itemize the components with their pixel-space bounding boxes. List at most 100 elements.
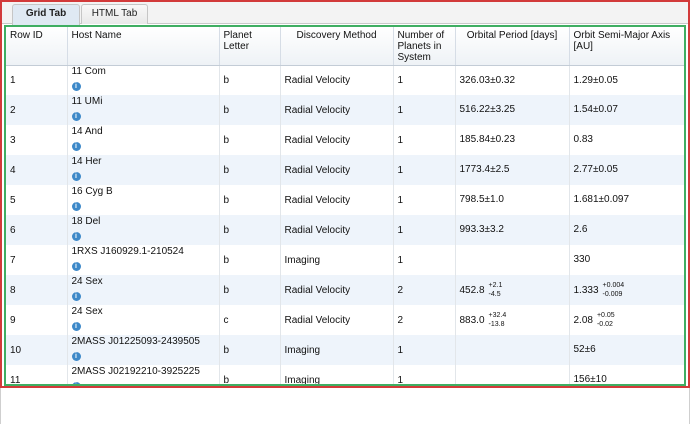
host-name-text[interactable]: 18 Del: [71, 216, 101, 227]
cell-semi-major-axis: 156±10: [569, 365, 684, 386]
info-icon[interactable]: i: [71, 172, 81, 181]
cell-number-of-planets: 1: [393, 65, 456, 95]
column-header-row-id[interactable]: Row ID: [6, 27, 68, 66]
cell-value: 156±10: [573, 374, 607, 386]
table-row[interactable]: 10 2MASS J01225093-2439505 i b Imaging 1 52±6: [6, 335, 684, 365]
error-minus: -4.5: [488, 291, 501, 298]
cell-number-of-planets: 1: [393, 245, 456, 275]
cell-semi-major-axis: 0.83: [569, 125, 684, 155]
cell-value: 1.333: [573, 284, 599, 296]
cell-host-name: 16 Cyg B i: [67, 185, 220, 215]
asymmetric-error: +0.004 -0.009: [603, 281, 625, 299]
host-name-text[interactable]: 14 And: [71, 126, 103, 137]
header-row: Row ID Host Name Planet Letter Discovery…: [6, 27, 684, 66]
column-header-number-of-planets[interactable]: Number of Planets in System: [393, 27, 456, 66]
info-icon[interactable]: i: [71, 382, 81, 384]
cell-planet-letter: b: [219, 185, 281, 215]
cell-host-name: 11 UMi i: [67, 95, 220, 125]
cell-value: 452.8: [459, 284, 485, 296]
cell-semi-major-axis: 1.333 +0.004 -0.009: [569, 275, 684, 305]
host-name-text[interactable]: 1RXS J160929.1-210524: [71, 246, 184, 257]
cell-planet-letter: b: [219, 335, 281, 365]
cell-row-id: 7: [6, 245, 68, 275]
cell-planet-letter: b: [219, 245, 281, 275]
cell-discovery-method: Imaging: [280, 245, 394, 275]
column-header-host-name[interactable]: Host Name: [67, 27, 220, 66]
column-header-planet-letter[interactable]: Planet Letter: [219, 27, 281, 66]
info-icon[interactable]: i: [71, 232, 81, 241]
error-minus: -0.009: [602, 291, 623, 298]
tab-html[interactable]: HTML Tab: [81, 4, 148, 24]
column-header-semi-major-axis[interactable]: Orbit Semi-Major Axis [AU]: [569, 27, 684, 66]
error-minus: -0.02: [596, 321, 613, 328]
table-row[interactable]: 2 11 UMi i b Radial Velocity 1 516.22±3.25 1.54…: [6, 95, 684, 125]
column-header-discovery-method[interactable]: Discovery Method: [280, 27, 394, 66]
info-icon[interactable]: i: [71, 352, 81, 361]
table-row[interactable]: 8 24 Sex i b Radial Velocity 2 452.8 +2.1 -4.5 1.…: [6, 275, 684, 305]
cell-row-id: 1: [6, 65, 68, 95]
data-grid[interactable]: Row ID Host Name Planet Letter Discovery…: [4, 25, 686, 386]
cell-orbital-period: [455, 365, 570, 384]
info-icon[interactable]: i: [71, 202, 81, 211]
table-row[interactable]: 4 14 Her i b Radial Velocity 1 1773.4±2.5 2.77±…: [6, 155, 684, 185]
host-name-text[interactable]: 11 UMi: [71, 96, 103, 107]
table-row[interactable]: 3 14 And i b Radial Velocity 1 185.84±0.23 0.83: [6, 125, 684, 155]
cell-orbital-period: [455, 335, 570, 365]
cell-row-id: 11: [6, 365, 68, 384]
host-name-text[interactable]: 11 Com: [71, 66, 106, 78]
cell-orbital-period: 1773.4±2.5: [455, 155, 570, 185]
cell-planet-letter: b: [219, 155, 281, 185]
cell-number-of-planets: 2: [393, 275, 456, 305]
info-icon[interactable]: i: [71, 82, 81, 92]
host-name-text[interactable]: 2MASS J02192210-3925225: [71, 366, 200, 377]
table-row[interactable]: 9 24 Sex i c Radial Velocity 2 883.0 +32.4 -13.8…: [6, 305, 684, 335]
grid-body: 1 11 Com i b Radial Velocity 1 326.03±0.32 1.29…: [6, 65, 684, 386]
cell-host-name: 2MASS J01225093-2439505 i: [67, 335, 220, 365]
info-icon[interactable]: i: [71, 112, 81, 121]
cell-value: 0.83: [573, 134, 593, 146]
table-row[interactable]: 1 11 Com i b Radial Velocity 1 326.03±0.32 1.29…: [6, 65, 684, 95]
table-row[interactable]: 7 1RXS J160929.1-210524 i b Imaging 1 330: [6, 245, 684, 275]
info-icon[interactable]: i: [71, 142, 81, 151]
cell-row-id: 10: [6, 335, 68, 365]
table-row[interactable]: 5 16 Cyg B i b Radial Velocity 1 798.5±1.0 1.68…: [6, 185, 684, 215]
cell-row-id: 8: [6, 275, 68, 305]
tab-grid[interactable]: Grid Tab: [12, 4, 80, 25]
cell-semi-major-axis: 2.77±0.05: [569, 155, 684, 185]
cell-host-name: 24 Sex i: [67, 275, 220, 305]
cell-value: 2.6: [573, 224, 588, 236]
cell-row-id: 4: [6, 155, 68, 185]
asymmetric-error: +32.4 -13.8: [489, 311, 507, 329]
cell-row-id: 3: [6, 125, 68, 155]
error-plus: +2.1: [488, 282, 503, 289]
cell-semi-major-axis: 52±6: [569, 335, 684, 365]
host-name-text[interactable]: 14 Her: [71, 156, 102, 167]
cell-orbital-period: 883.0 +32.4 -13.8: [455, 305, 570, 335]
table-row[interactable]: 6 18 Del i b Radial Velocity 1 993.3±3.2 2.6: [6, 215, 684, 245]
info-icon[interactable]: i: [71, 262, 81, 271]
cell-host-name: 18 Del i: [67, 215, 220, 245]
cell-row-id: 5: [6, 185, 68, 215]
info-icon[interactable]: i: [71, 322, 81, 331]
cell-value: 1.54±0.07: [573, 104, 618, 116]
host-name-text[interactable]: 16 Cyg B: [71, 186, 113, 197]
host-name-text[interactable]: 24 Sex: [71, 276, 103, 287]
cell-number-of-planets: 2: [393, 305, 456, 335]
cell-orbital-period: [455, 245, 570, 275]
cell-number-of-planets: 1: [393, 125, 456, 155]
cell-discovery-method: Radial Velocity: [280, 305, 394, 335]
cell-host-name: 2MASS J02192210-3925225 i: [67, 365, 220, 384]
cell-value: 798.5±1.0: [459, 194, 504, 206]
cell-semi-major-axis: 1.29±0.05: [569, 65, 684, 95]
cell-value: 993.3±3.2: [459, 224, 504, 236]
cell-planet-letter: b: [219, 275, 281, 305]
cell-semi-major-axis: 2.6: [569, 215, 684, 245]
grid-table: Row ID Host Name Planet Letter Discovery…: [6, 27, 684, 386]
cell-value: 1.681±0.097: [573, 194, 630, 206]
info-icon[interactable]: i: [71, 292, 81, 301]
host-name-text[interactable]: 24 Sex: [71, 306, 103, 317]
column-header-orbital-period[interactable]: Orbital Period [days]: [455, 27, 570, 66]
cell-semi-major-axis: 1.681±0.097: [569, 185, 684, 215]
host-name-text[interactable]: 2MASS J01225093-2439505: [71, 336, 200, 347]
